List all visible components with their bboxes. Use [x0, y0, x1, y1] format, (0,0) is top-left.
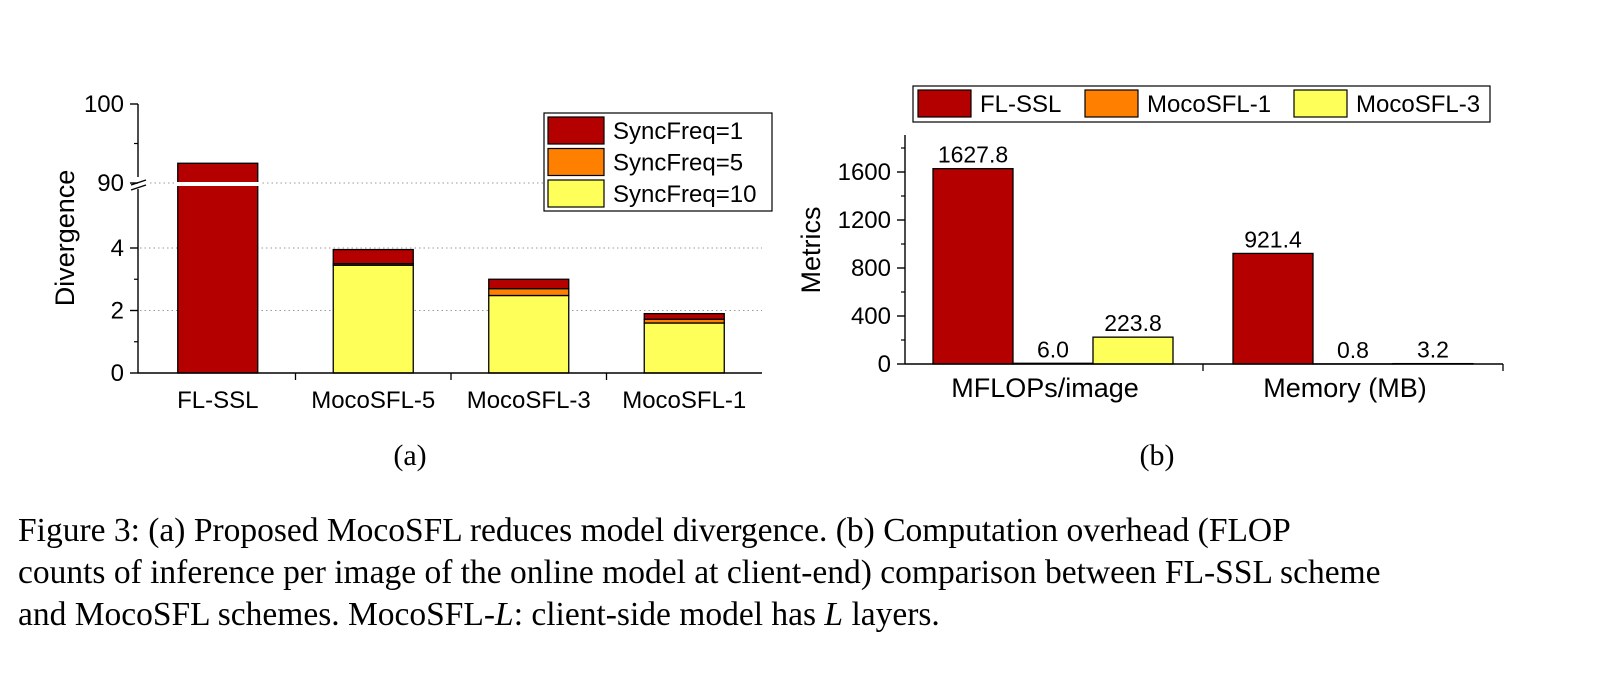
y-tick-label: 4 — [111, 235, 124, 262]
category-label: MocoSFL-5 — [311, 387, 435, 414]
caption-line-1: Figure 3: (a) Proposed MocoSFL reduces m… — [18, 512, 1291, 549]
bar-segment — [177, 162, 259, 374]
bar-segment — [488, 287, 570, 297]
y-axis-label: Divergence — [50, 170, 80, 307]
y-tick-label: 1200 — [838, 207, 891, 234]
legend-swatch — [1293, 89, 1348, 118]
data-label: 6.0 — [1037, 336, 1069, 362]
legend-swatch — [547, 179, 605, 208]
axis-break-mark — [130, 184, 147, 191]
bar-segment — [643, 322, 725, 374]
category-label: FL-SSL — [177, 387, 258, 414]
chart-b: 1627.8 921.4 6.0 0.8 223.8 3.2 0 400 800 1200 1600… — [796, 85, 1504, 472]
caption-variable-l: L — [824, 596, 844, 633]
legend-swatch — [917, 89, 972, 118]
axis-break-mark — [130, 179, 147, 186]
caption-line-2: counts of inference per image of the onl… — [18, 554, 1381, 591]
category-label: MocoSFL-3 — [467, 387, 591, 414]
data-label: 223.8 — [1104, 310, 1162, 336]
axis-break-band — [175, 182, 260, 186]
caption-line-3: and MocoSFL schemes. MocoSFL-L: client-s… — [18, 594, 1608, 636]
bar-segment — [643, 312, 725, 320]
panel-label-b: (b) — [1140, 439, 1175, 472]
data-label: 0.8 — [1337, 337, 1369, 363]
panel-label-a: (a) — [393, 439, 426, 472]
y-axis-label: Metrics — [796, 207, 826, 294]
category-label: MFLOPs/image — [951, 373, 1139, 403]
caption-line-3-part-a: and MocoSFL schemes. MocoSFL- — [18, 596, 496, 633]
legend-label: MocoSFL-3 — [1356, 91, 1480, 118]
legend-label: MocoSFL-1 — [1147, 91, 1271, 118]
bar-segment — [488, 278, 570, 290]
y-tick-label: 400 — [851, 303, 891, 330]
data-label: 3.2 — [1417, 337, 1449, 363]
legend-swatch — [547, 147, 605, 177]
legend-label: SyncFreq=5 — [613, 150, 743, 177]
y-tick-label: 1600 — [838, 159, 891, 186]
data-label: 921.4 — [1244, 226, 1302, 252]
y-tick-label: 90 — [97, 170, 124, 197]
y-tick-label: 2 — [111, 298, 124, 325]
y-tick-label: 100 — [84, 91, 124, 118]
bar-segment — [488, 294, 570, 374]
bar — [1232, 252, 1314, 365]
bar — [1092, 336, 1174, 365]
caption-line-3-part-b: : client-side model has — [513, 596, 825, 633]
legend-label: SyncFreq=1 — [613, 118, 743, 145]
y-tick-label: 800 — [851, 255, 891, 282]
data-label: 1627.8 — [938, 142, 1008, 168]
legend-box — [912, 85, 1491, 123]
legend-label: SyncFreq=10 — [613, 181, 756, 208]
caption-line-3-part-c: layers. — [843, 596, 940, 633]
category-label: Memory (MB) — [1263, 373, 1427, 403]
category-label: MocoSFL-1 — [622, 387, 746, 414]
figure-caption: Figure 3: (a) Proposed MocoSFL reduces m… — [18, 510, 1608, 636]
legend-swatch — [1084, 89, 1139, 118]
bar — [932, 168, 1014, 365]
y-tick-label: 0 — [111, 360, 124, 387]
y-tick-label: 0 — [878, 351, 891, 378]
bar-segment — [332, 264, 414, 374]
legend-label: FL-SSL — [980, 91, 1061, 118]
caption-variable-l: L — [495, 596, 514, 633]
bar-segment — [332, 248, 414, 265]
chart-a: FL-SSL MocoSFL-5 MocoSFL-3 MocoSFL-1 0 2 4 90 10… — [50, 91, 773, 472]
legend-swatch — [547, 116, 605, 145]
